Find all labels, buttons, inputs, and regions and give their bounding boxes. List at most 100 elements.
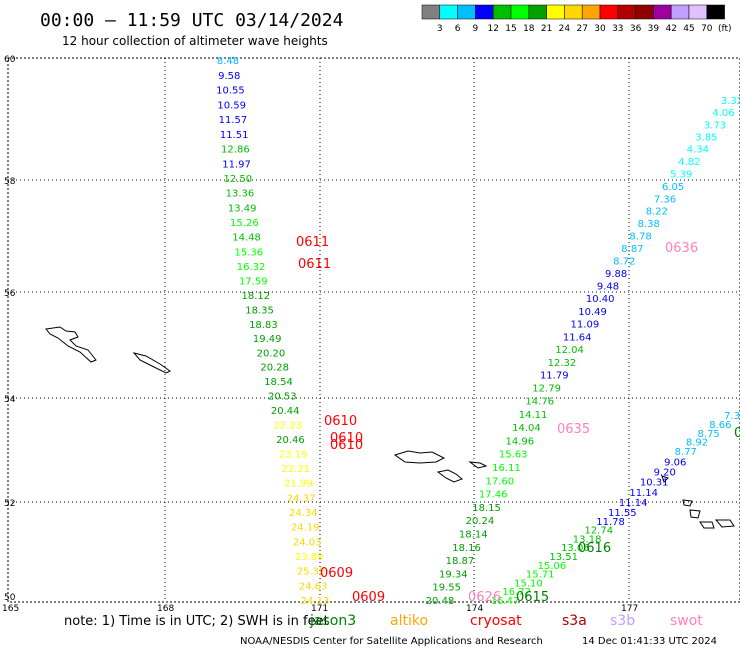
legend-label: 45 <box>683 24 694 34</box>
legend-label: 24 <box>559 24 571 34</box>
wave-height-label: 19.55 <box>432 583 461 594</box>
island-outline <box>436 469 463 483</box>
legend-swatch <box>510 4 530 20</box>
wave-height-label: 18.54 <box>264 377 293 388</box>
legend-label: 70 <box>701 24 713 34</box>
wave-height-label: 8.87 <box>621 244 643 255</box>
legend-label: 21 <box>541 24 552 34</box>
wave-height-label: 15.10 <box>514 578 543 589</box>
satellite-name: altiko <box>390 613 428 629</box>
wave-height-label: 8.78 <box>629 232 651 243</box>
wave-height-label: 4.82 <box>678 157 700 168</box>
wave-height-label: 20.28 <box>260 363 289 374</box>
wave-height-label: 18.83 <box>249 320 278 331</box>
wave-height-label: 8.92 <box>686 438 708 449</box>
legend-label: 9 <box>473 24 479 34</box>
island-outline <box>714 519 735 528</box>
wave-height-label: 11.79 <box>540 371 569 382</box>
wave-height-label: 25.32 <box>297 567 326 578</box>
pass-time-label: 0635 <box>557 422 590 437</box>
legend-swatch <box>706 4 725 20</box>
wave-height-label: 10.40 <box>586 294 615 305</box>
lat-label: 54 <box>4 395 16 405</box>
wave-height-label: 23.89 <box>295 552 324 563</box>
satellite-name: cryosat <box>470 613 522 629</box>
wave-height-label: 12.04 <box>555 345 584 356</box>
lat-label: 56 <box>4 289 16 299</box>
wave-height-label: 20.53 <box>268 391 297 402</box>
wave-height-label: 8.72 <box>613 257 635 268</box>
wave-height-label: 7.3 <box>724 411 740 422</box>
wave-height-label: 11.51 <box>220 130 249 141</box>
lat-label: 50 <box>4 593 16 603</box>
lon-label: 168 <box>157 604 174 614</box>
pass-time-label: 06 <box>734 426 740 441</box>
wave-height-label: 18.35 <box>245 305 274 316</box>
wave-height-label: 10.49 <box>578 307 607 318</box>
wave-height-label: 14.76 <box>525 396 554 407</box>
pass-time-label: 0611 <box>296 235 329 250</box>
pass-time-label: 0616 <box>578 541 611 556</box>
page-title: 00:00 – 11:59 UTC 03/14/2024 <box>40 10 343 31</box>
wave-height-label: 22.23 <box>274 420 303 431</box>
wave-height-label: 6.05 <box>662 182 684 193</box>
wave-height-label: 8.48 <box>217 56 239 67</box>
satellite-name: s3b <box>610 613 635 629</box>
wave-height-label: 8.22 <box>646 207 668 218</box>
legend-swatch <box>670 4 690 20</box>
wave-height-label: 7.36 <box>654 194 676 205</box>
pass-time-label: 0609 <box>352 590 385 605</box>
wave-height-label: 15.63 <box>499 450 528 461</box>
graticule <box>8 58 740 602</box>
pass-time-label: 0610 <box>330 438 363 453</box>
legend-swatch <box>475 4 494 20</box>
wave-height-label: 11.64 <box>563 332 592 343</box>
island-outline <box>468 461 488 469</box>
wave-height-label: 18.15 <box>472 503 501 514</box>
legend-label: 42 <box>665 24 676 34</box>
lon-label: 171 <box>311 604 328 614</box>
lat-label: 58 <box>4 177 16 187</box>
wave-height-label: 10.55 <box>216 86 245 97</box>
wave-height-label: 4.06 <box>712 108 734 119</box>
lon-label: 174 <box>466 604 483 614</box>
wave-height-label: 11.09 <box>571 320 600 331</box>
pass-time-label: 0615 <box>516 590 549 605</box>
wave-height-label: 16.72 <box>502 587 531 598</box>
wave-height-label: 24.63 <box>299 581 328 592</box>
wave-height-label: 9.06 <box>664 457 686 468</box>
legend-label: 27 <box>576 24 587 34</box>
legend-swatch <box>457 4 476 20</box>
wave-height-label: 13.49 <box>228 203 257 214</box>
wave-height-label: 5.39 <box>670 169 692 180</box>
wave-height-label: 15.26 <box>230 218 259 229</box>
legend-swatch <box>635 4 654 20</box>
island-outline <box>699 521 715 529</box>
legend-swatch <box>617 4 636 20</box>
wave-height-label: 16.11 <box>492 463 521 474</box>
wave-height-label: 13.51 <box>549 552 578 563</box>
wave-height-label: 24.19 <box>291 523 320 534</box>
legend-swatch <box>688 4 708 20</box>
page-subtitle: 12 hour collection of altimeter wave hei… <box>62 34 328 48</box>
wave-height-label: 11.55 <box>608 508 637 519</box>
wave-height-label: 10.31 <box>640 478 669 489</box>
wave-height-label: 9.20 <box>654 467 676 478</box>
legend-swatch <box>546 4 565 20</box>
wave-height-label: 11.14 <box>619 498 648 509</box>
wave-height-label: 18.14 <box>459 529 488 540</box>
legend-label: 15 <box>505 24 516 34</box>
pass-time-label: 0611 <box>298 257 331 272</box>
legend-swatch <box>599 4 619 20</box>
wave-height-label: 21.99 <box>284 479 313 490</box>
wave-height-label: 16.47 <box>491 596 520 607</box>
island-outline <box>45 326 97 363</box>
legend-label: 30 <box>594 24 606 34</box>
satellite-name: s3a <box>562 613 587 629</box>
legend-swatch <box>439 4 458 20</box>
legend-swatch <box>492 4 512 20</box>
wave-height-label: 20.24 <box>466 516 495 527</box>
wave-height-label: 11.57 <box>219 115 248 126</box>
